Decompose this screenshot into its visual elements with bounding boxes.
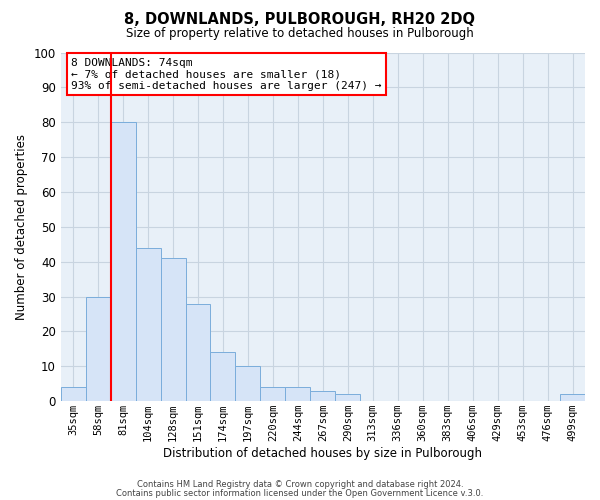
Bar <box>185 304 211 401</box>
X-axis label: Distribution of detached houses by size in Pulborough: Distribution of detached houses by size … <box>163 447 482 460</box>
Bar <box>260 387 286 401</box>
Text: 8 DOWNLANDS: 74sqm
← 7% of detached houses are smaller (18)
93% of semi-detached: 8 DOWNLANDS: 74sqm ← 7% of detached hous… <box>71 58 382 91</box>
Text: Contains public sector information licensed under the Open Government Licence v.: Contains public sector information licen… <box>116 488 484 498</box>
Bar <box>335 394 360 401</box>
Bar <box>286 387 310 401</box>
Bar <box>86 296 110 401</box>
Text: Size of property relative to detached houses in Pulborough: Size of property relative to detached ho… <box>126 28 474 40</box>
Text: Contains HM Land Registry data © Crown copyright and database right 2024.: Contains HM Land Registry data © Crown c… <box>137 480 463 489</box>
Bar <box>136 248 161 401</box>
Bar <box>161 258 185 401</box>
Y-axis label: Number of detached properties: Number of detached properties <box>15 134 28 320</box>
Bar <box>235 366 260 401</box>
Text: 8, DOWNLANDS, PULBOROUGH, RH20 2DQ: 8, DOWNLANDS, PULBOROUGH, RH20 2DQ <box>125 12 476 28</box>
Bar <box>110 122 136 401</box>
Bar <box>560 394 585 401</box>
Bar <box>61 387 86 401</box>
Bar <box>310 390 335 401</box>
Bar <box>211 352 235 401</box>
